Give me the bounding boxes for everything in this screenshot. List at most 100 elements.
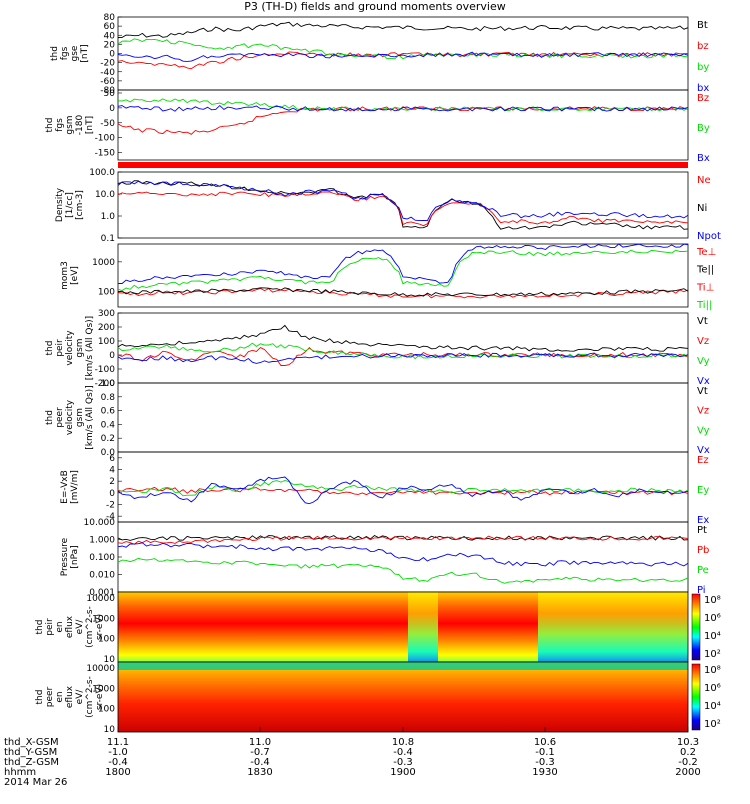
y-tick-label: 10.000 [84, 518, 116, 528]
x-axis-value: 10.6 [534, 737, 556, 748]
series-Vy-line [117, 342, 689, 360]
legend-entry: By [697, 123, 710, 134]
x-axis-value: -1.0 [108, 747, 128, 758]
y-tick-label: 20 [104, 40, 116, 50]
legend-entry: by [697, 62, 709, 73]
series-Ti-line [118, 243, 689, 284]
panel-frame [117, 243, 689, 308]
y-tick-label: 200 [98, 323, 115, 333]
series-Bx-line [117, 104, 689, 112]
y-tick-label: 10 [104, 725, 116, 735]
colorbar-label: 10² [704, 719, 721, 730]
y-axis-label: [eV] [70, 266, 80, 285]
panel-10: 10⁸ 10⁶ 10⁴ 10² 10000 1000 100 10 thd peer en eflux… [35, 661, 721, 735]
y-tick-label: 0.010 [89, 571, 115, 581]
y-axis-label: thd [45, 118, 55, 133]
y-axis-label: [nPa] [70, 545, 80, 568]
series-Pt-line [117, 534, 689, 541]
y-tick-label: 10000 [86, 664, 115, 674]
legend-entry: Ex [697, 515, 709, 526]
y-tick-label: 80 [104, 13, 116, 23]
legend-entry: Npot [697, 231, 721, 242]
panel-6: thd peer velocity gsm [km/s (All Qs)] 1.0 0.8 0… [45, 379, 710, 458]
y-tick-label: 1.000 [89, 536, 115, 546]
colorbar-label: 10⁴ [704, 631, 721, 642]
y-axis-label: [1/cc] [65, 192, 75, 218]
y-axis-label: gsm [75, 338, 85, 357]
y-axis-label: [km/s (All Qs)] [85, 316, 95, 380]
y-tick-label: 0.0 [101, 448, 116, 458]
series-Ni-line [117, 180, 689, 230]
legend-entry: Vt [697, 386, 708, 397]
y-axis-label: thd [35, 690, 45, 705]
y-axis-label: [cm-3] [75, 190, 85, 220]
legend-entry: Pi [697, 585, 706, 596]
y-axis-label: (cm^2-s- [85, 676, 95, 718]
x-axis-value: -0.7 [250, 747, 270, 758]
panel-3: Density [1/cc] [cm-3] 100.0 10.0 1.0 0.1 Ne Ni Np… [55, 168, 721, 244]
y-tick-label: -100 [95, 365, 116, 375]
series-Bt-line [117, 21, 689, 38]
y-tick-label: 10 [104, 655, 116, 665]
panel-5: thd peir velocity gsm [km/s (All Qs)]300 200 1… [45, 309, 710, 389]
y-tick-label: 0.6 [101, 407, 116, 417]
y-tick-label: 0.1 [101, 234, 115, 244]
legend-entry: Vt [697, 316, 708, 327]
legend-entry: Vz [697, 336, 709, 347]
y-axis-label: peer [45, 686, 55, 707]
x-axis-row-label: thd_Y-GSM [4, 747, 57, 758]
panel-8: Pressure [nPa] 10.000 1.000 0.100 0.010 0.001 P… [60, 518, 709, 598]
series-Te-line [117, 287, 689, 297]
y-axis-label: sr-eV) [95, 684, 105, 710]
series-Ey-line [117, 480, 689, 497]
colorbar-label: 10⁸ [704, 595, 721, 606]
panel-9: 10⁸ 10⁶ 10⁴ 10² 10000 1000 100 10 thd peir en eflux… [35, 591, 721, 665]
y-axis-label: (cm^2-s- [85, 606, 95, 648]
spectrogram-ion-segment [408, 592, 438, 662]
colorbar-label: 10⁴ [704, 701, 721, 712]
y-axis-label: Pressure [60, 537, 70, 576]
panel-frame [117, 382, 689, 453]
y-axis-label: Density [55, 187, 65, 222]
legend-entry: Vy [697, 425, 710, 436]
legend-entry: Vz [697, 406, 709, 417]
y-axis-label: mom3 [60, 261, 70, 290]
series-Vx-line [117, 352, 689, 364]
panel-frame [117, 89, 689, 161]
y-tick-label: -150 [95, 149, 116, 159]
x-axis-value: 1830 [247, 767, 272, 778]
y-axis-label: eV/ [75, 689, 85, 705]
legend-entry: Vy [697, 356, 710, 367]
y-axis-label: peir [45, 618, 55, 636]
y-tick-label: -60 [100, 77, 115, 87]
y-tick-label: 40 [104, 31, 116, 41]
y-tick-label: 1.0 [101, 379, 116, 389]
y-tick-label: 1000 [92, 614, 115, 624]
legend-entry: bx [697, 83, 709, 94]
y-tick-label: 0.4 [101, 420, 116, 430]
x-axis-value: -0.4 [393, 747, 413, 758]
y-tick-label: 2 [109, 477, 115, 487]
y-axis-label: [nT] [80, 44, 90, 62]
series-Pi-line [117, 542, 689, 567]
y-tick-label: 0 [109, 104, 115, 114]
y-tick-label: 50 [104, 89, 116, 99]
x-axis-row-label: thd_Z-GSM [4, 757, 59, 768]
y-axis-label: en [55, 621, 65, 632]
series-Ne-line [117, 191, 689, 227]
x-axis-value: 10.3 [677, 737, 699, 748]
series-Npot-line [117, 180, 689, 222]
legend-entry: bz [697, 41, 709, 52]
y-tick-label: 1.0 [101, 212, 116, 222]
y-tick-label: 100 [98, 337, 115, 347]
series-Bz-line [117, 106, 689, 135]
series-bz-line [117, 51, 689, 70]
y-tick-label: -200 [95, 379, 116, 389]
x-axis-value: -0.4 [250, 757, 270, 768]
y-axis-label: peir [55, 339, 65, 357]
legend-entry: Bt [697, 20, 708, 31]
y-tick-label: 10.0 [95, 190, 115, 200]
legend-entry: Ti⊥ [696, 282, 714, 293]
plot-title: P3 (TH-D) fields and ground moments over… [244, 0, 506, 13]
